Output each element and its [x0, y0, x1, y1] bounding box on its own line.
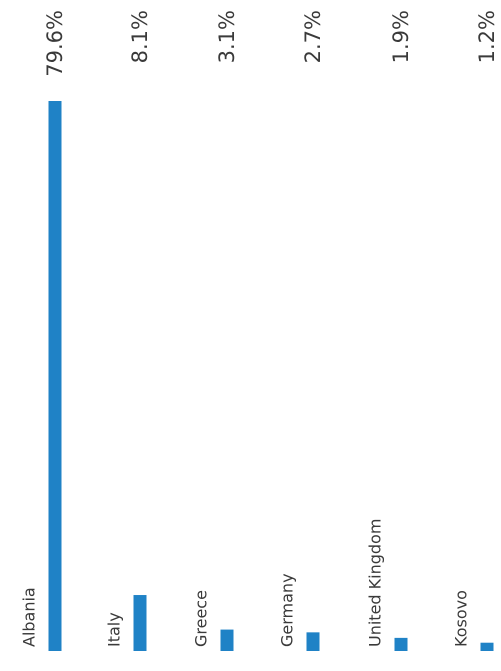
value-label-greece: 3.1%	[215, 10, 239, 63]
value-label-italy: 8.1%	[128, 10, 152, 63]
value-label-germany: 2.7%	[301, 10, 325, 63]
category-label-united-kingdom: United Kingdom	[366, 519, 385, 647]
value-label-kosovo: 1.2%	[475, 10, 499, 63]
category-label-italy: Italy	[105, 612, 124, 647]
bar-albania	[48, 101, 62, 651]
bar-greece	[220, 629, 234, 651]
value-label-united-kingdom: 1.9%	[389, 10, 413, 63]
category-label-germany: Germany	[278, 573, 297, 647]
category-label-group: Albania Italy Greece Germany United Kingdom K…	[20, 519, 471, 647]
bar-united-kingdom	[394, 637, 408, 651]
value-label-albania: 79.6%	[43, 10, 67, 77]
value-label-group: 79.6% 8.1% 3.1% 2.7% 1.9% 1.2%	[43, 10, 499, 77]
bar-germany	[306, 632, 320, 651]
category-label-greece: Greece	[192, 590, 211, 647]
bar-italy	[133, 595, 147, 651]
category-label-kosovo: Kosovo	[452, 590, 471, 647]
bar-kosovo	[480, 642, 494, 651]
category-label-albania: Albania	[20, 587, 39, 647]
bar-group	[48, 101, 494, 651]
